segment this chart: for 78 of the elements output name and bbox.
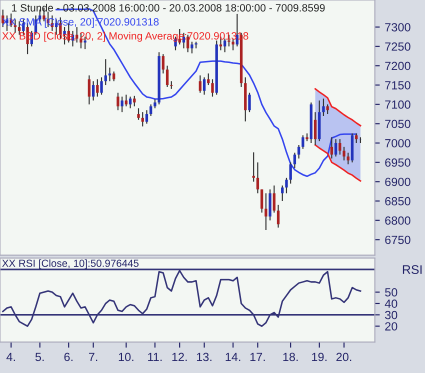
candlestick xyxy=(260,188,264,214)
y-tick-label: 6900 xyxy=(385,178,410,186)
candlestick xyxy=(116,92,120,111)
x-tick-label: 17. xyxy=(250,352,265,362)
y-tick-label: 7200 xyxy=(385,62,410,70)
candlestick xyxy=(128,96,132,109)
candlestick xyxy=(302,134,304,150)
y-tick-label: 7100 xyxy=(385,100,410,109)
x-tick-label: 18. xyxy=(283,352,298,362)
y-tick-label: 40 xyxy=(384,300,398,308)
candlestick xyxy=(145,110,148,124)
candlestick xyxy=(322,98,325,117)
candlestick xyxy=(293,152,296,169)
candlestick xyxy=(256,162,260,194)
candlestick xyxy=(326,104,329,115)
y-tick-label: 7150 xyxy=(385,81,410,90)
y-tick-label: 6950 xyxy=(385,158,410,167)
candlestick xyxy=(281,184,284,202)
candlestick xyxy=(141,112,144,127)
chart-title: 1 Stunde - 03.03.2008 16:00:00 - 20.03.2008 18:00:00 - 7009.8599 xyxy=(12,4,325,12)
candlestick xyxy=(285,177,288,194)
y-tick-label: 7000 xyxy=(385,139,410,148)
candlestick xyxy=(108,67,112,82)
candlestick xyxy=(334,138,338,158)
candlestick xyxy=(100,76,103,96)
y-tick-label: 20 xyxy=(385,322,398,331)
candlestick xyxy=(88,74,91,105)
y-tick-label: 6750 xyxy=(385,236,410,244)
line-series xyxy=(314,144,362,182)
candlestick xyxy=(297,144,300,160)
x-tick-label: 10. xyxy=(118,352,134,362)
candlestick xyxy=(18,20,21,36)
candlestick xyxy=(211,78,214,98)
x-tick-label: 20. xyxy=(336,352,352,362)
candlestick xyxy=(198,74,202,94)
candlestick xyxy=(190,41,194,54)
x-tick-label: 7. xyxy=(88,352,98,362)
candlestick xyxy=(330,136,334,160)
x-tick-label: 11. xyxy=(148,352,162,362)
x-tick-label: 6. xyxy=(64,352,72,362)
text: XX RSI [Close, 10]:50.976445 xyxy=(2,259,139,269)
candlestick xyxy=(289,162,292,184)
x-tick-label: 14. xyxy=(226,352,240,362)
candlestick xyxy=(268,188,272,221)
x-tick-label: 13. xyxy=(196,352,212,362)
candlestick xyxy=(133,95,136,107)
y-tick-label: 6850 xyxy=(385,197,410,206)
candlestick xyxy=(338,138,342,156)
x-tick-label: 19. xyxy=(312,352,326,362)
candlestick xyxy=(150,104,152,117)
candlestick xyxy=(248,92,251,113)
candlestick xyxy=(276,204,280,228)
candlestick xyxy=(92,80,95,102)
candlestick xyxy=(342,146,346,161)
x-tick-label: 4. xyxy=(6,352,15,362)
candlestick xyxy=(202,76,206,96)
candlestick xyxy=(162,54,165,74)
candlestick xyxy=(120,96,124,113)
candlestick xyxy=(314,112,317,146)
candlestick xyxy=(207,72,210,86)
candlestick xyxy=(137,108,140,120)
candlestick xyxy=(124,94,128,107)
candlestick xyxy=(346,152,350,165)
candlestick xyxy=(252,152,255,182)
candlestick xyxy=(96,78,99,98)
line-series xyxy=(314,88,362,126)
y-axis-title: RSI xyxy=(402,265,422,274)
x-tick-label: 12. xyxy=(172,352,187,362)
candlestick xyxy=(272,184,276,214)
y-tick-label: 7250 xyxy=(385,42,410,51)
y-tick-label: 50 xyxy=(385,288,398,297)
y-tick-label: 7050 xyxy=(385,120,410,128)
candlestick xyxy=(264,192,268,231)
y-tick-label: 30 xyxy=(385,310,398,320)
y-tick-label: 7300 xyxy=(385,23,410,32)
y-tick-label: 6800 xyxy=(385,216,410,225)
candlestick xyxy=(166,65,169,88)
x-tick-label: 5. xyxy=(35,352,44,362)
